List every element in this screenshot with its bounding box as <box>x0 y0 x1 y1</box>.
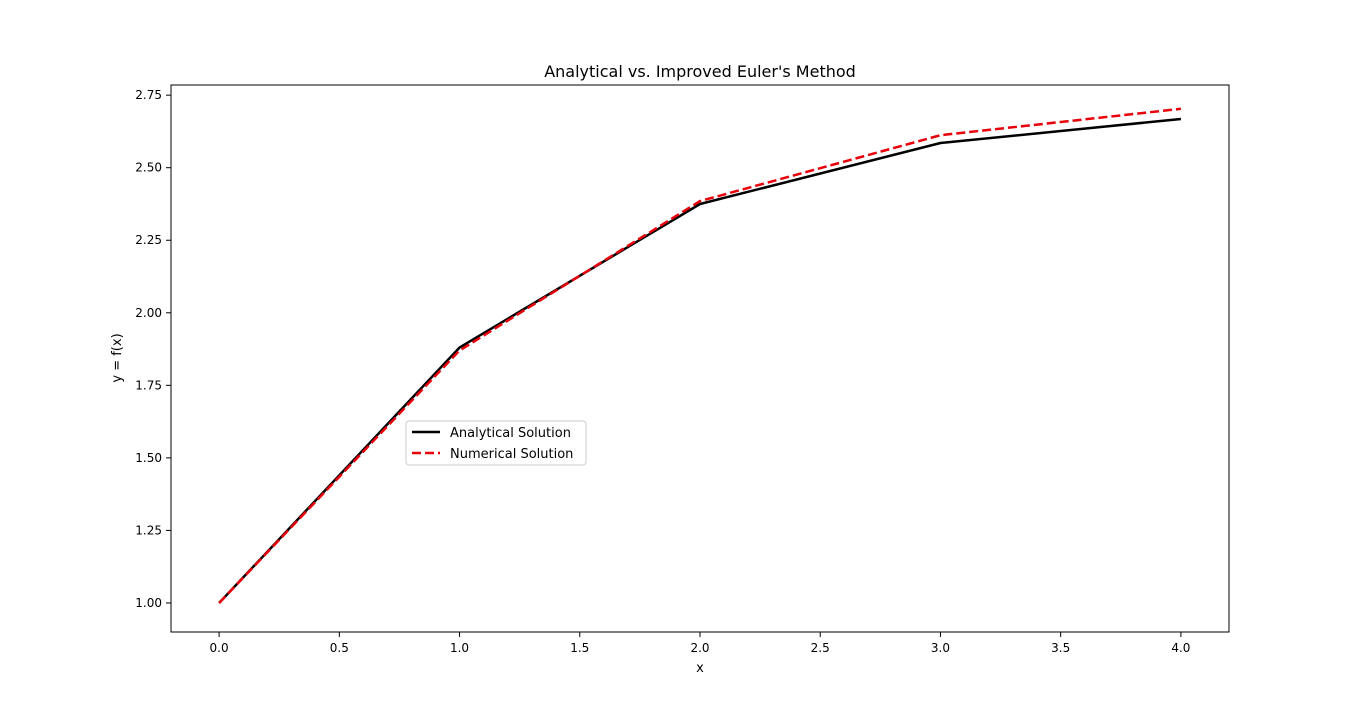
y-tick-label: 2.25 <box>135 233 162 247</box>
legend: Analytical Solution Numerical Solution <box>405 420 587 466</box>
y-tick-label: 2.50 <box>135 161 162 175</box>
plot-area-frame <box>170 84 1230 633</box>
y-tick-label: 2.00 <box>135 306 162 320</box>
x-tick-label: 1.0 <box>450 641 469 655</box>
x-tick-label: 0.0 <box>210 641 229 655</box>
legend-box <box>405 420 587 466</box>
y-tick-label: 1.00 <box>135 596 162 610</box>
x-axis: 0.0 0.5 1.0 1.5 2.0 2.5 3.0 3.5 4.0 <box>210 632 1190 655</box>
x-axis-label: x <box>696 661 704 676</box>
x-tick-label: 0.5 <box>330 641 349 655</box>
legend-label-analytical: Analytical Solution <box>450 426 571 441</box>
y-tick-label: 1.50 <box>135 451 162 465</box>
x-tick-label: 3.0 <box>931 641 950 655</box>
y-tick-label: 1.25 <box>135 523 162 537</box>
y-axis-label: y = f(x) <box>110 333 125 382</box>
x-tick-label: 2.0 <box>690 641 709 655</box>
x-tick-label: 1.5 <box>570 641 589 655</box>
x-tick-label: 2.5 <box>811 641 830 655</box>
chart-title: Analytical vs. Improved Euler's Method <box>544 62 856 81</box>
x-tick-label: 4.0 <box>1171 641 1190 655</box>
x-tick-label: 3.5 <box>1051 641 1070 655</box>
y-axis: 1.00 1.25 1.50 1.75 2.00 2.25 2.50 2.75 <box>135 88 171 610</box>
series-line-numerical <box>218 107 1182 604</box>
series-line-analytical <box>218 117 1182 604</box>
series-layer <box>218 107 1182 604</box>
y-tick-label: 1.75 <box>135 378 162 392</box>
y-tick-label: 2.75 <box>135 88 162 102</box>
legend-label-numerical: Numerical Solution <box>450 447 573 462</box>
